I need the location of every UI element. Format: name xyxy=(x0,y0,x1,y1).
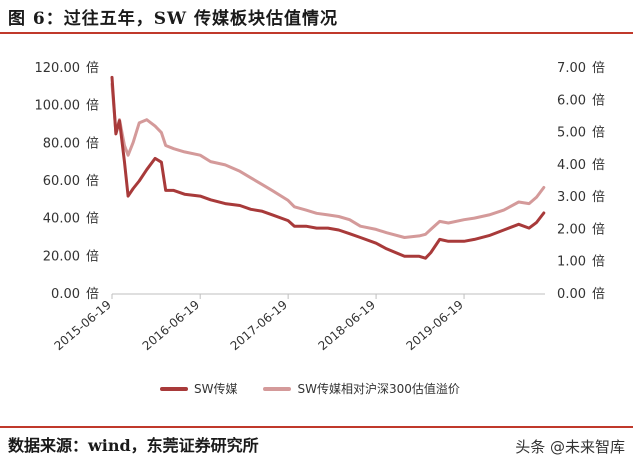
left-tick-unit: 倍 xyxy=(86,287,99,302)
left-tick-label: 40.00 xyxy=(43,212,80,227)
right-tick-label: 4.00 xyxy=(557,158,586,173)
right-tick-label: 3.00 xyxy=(557,190,586,205)
left-tick-unit: 倍 xyxy=(86,212,99,227)
right-tick-label: 7.00 xyxy=(557,61,586,76)
left-y-axis: 0.00 倍 20.00 倍 40.00 倍 60.00 倍 80.00 倍 100.00 倍 120.… xyxy=(35,61,100,302)
legend-swatch-sw xyxy=(160,386,188,391)
left-tick-unit: 倍 xyxy=(86,61,99,76)
right-tick-label: 0.00 xyxy=(557,287,586,302)
left-tick-unit: 倍 xyxy=(86,136,99,151)
valuation-line-chart: 0.00 倍 20.00 倍 40.00 倍 60.00 倍 80.00 倍 100.00 倍 120.… xyxy=(35,61,606,354)
x-tick-label: 2019-06-19 xyxy=(404,298,466,354)
legend-label-sw: SW传媒 xyxy=(194,382,238,396)
data-source: 数据来源：wind，东莞证券研究所 xyxy=(8,436,259,455)
left-tick-label: 120.00 xyxy=(35,61,81,76)
right-y-axis: 0.00 倍 1.00 倍 2.00 倍 3.00 倍 4.00 倍 5.00 倍 6.00 倍 7.00 倍 xyxy=(557,61,605,302)
watermark: 头条 @未来智库 xyxy=(515,438,625,456)
left-tick-unit: 倍 xyxy=(86,174,99,189)
x-tick-label: 2015-06-19 xyxy=(51,298,113,354)
series-line-premium xyxy=(110,82,546,239)
right-tick-unit: 倍 xyxy=(592,287,605,302)
right-tick-unit: 倍 xyxy=(592,158,605,173)
right-tick-label: 2.00 xyxy=(557,222,586,237)
right-tick-label: 5.00 xyxy=(557,126,586,141)
left-tick-label: 80.00 xyxy=(43,136,80,151)
left-tick-unit: 倍 xyxy=(86,99,99,114)
right-tick-unit: 倍 xyxy=(592,222,605,237)
right-tick-unit: 倍 xyxy=(592,190,605,205)
left-tick-label: 0.00 xyxy=(51,287,80,302)
legend-item-premium: SW传媒相对沪深300估值溢价 xyxy=(263,380,460,397)
top-divider xyxy=(0,32,633,34)
left-tick-label: 100.00 xyxy=(35,99,81,114)
right-tick-unit: 倍 xyxy=(592,255,605,270)
left-tick-label: 60.00 xyxy=(43,174,80,189)
x-tick-label: 2018-06-19 xyxy=(316,298,378,354)
legend-item-sw: SW传媒 xyxy=(160,380,237,397)
x-axis: 2015-06-19 2016-06-19 2017-06-19 2018-06-19… xyxy=(51,293,545,354)
right-tick-unit: 倍 xyxy=(592,61,605,76)
right-tick-unit: 倍 xyxy=(592,93,605,108)
chart-legend: SW传媒 SW传媒相对沪深300估值溢价 xyxy=(160,380,460,397)
legend-swatch-premium xyxy=(263,386,292,391)
x-tick-label: 2017-06-19 xyxy=(228,298,290,354)
series-line-sw xyxy=(110,75,546,260)
right-tick-label: 1.00 xyxy=(557,255,586,270)
x-tick-label: 2016-06-19 xyxy=(140,298,202,354)
chart-title: 图 6：过往五年，SW 传媒板块估值情况 xyxy=(8,9,339,29)
bottom-divider xyxy=(0,426,633,428)
legend-label-premium: SW传媒相对沪深300估值溢价 xyxy=(297,382,460,396)
left-tick-unit: 倍 xyxy=(86,249,99,264)
left-tick-label: 20.00 xyxy=(43,249,80,264)
right-tick-unit: 倍 xyxy=(592,126,605,141)
right-tick-label: 6.00 xyxy=(557,93,586,108)
series-lines xyxy=(110,75,546,260)
